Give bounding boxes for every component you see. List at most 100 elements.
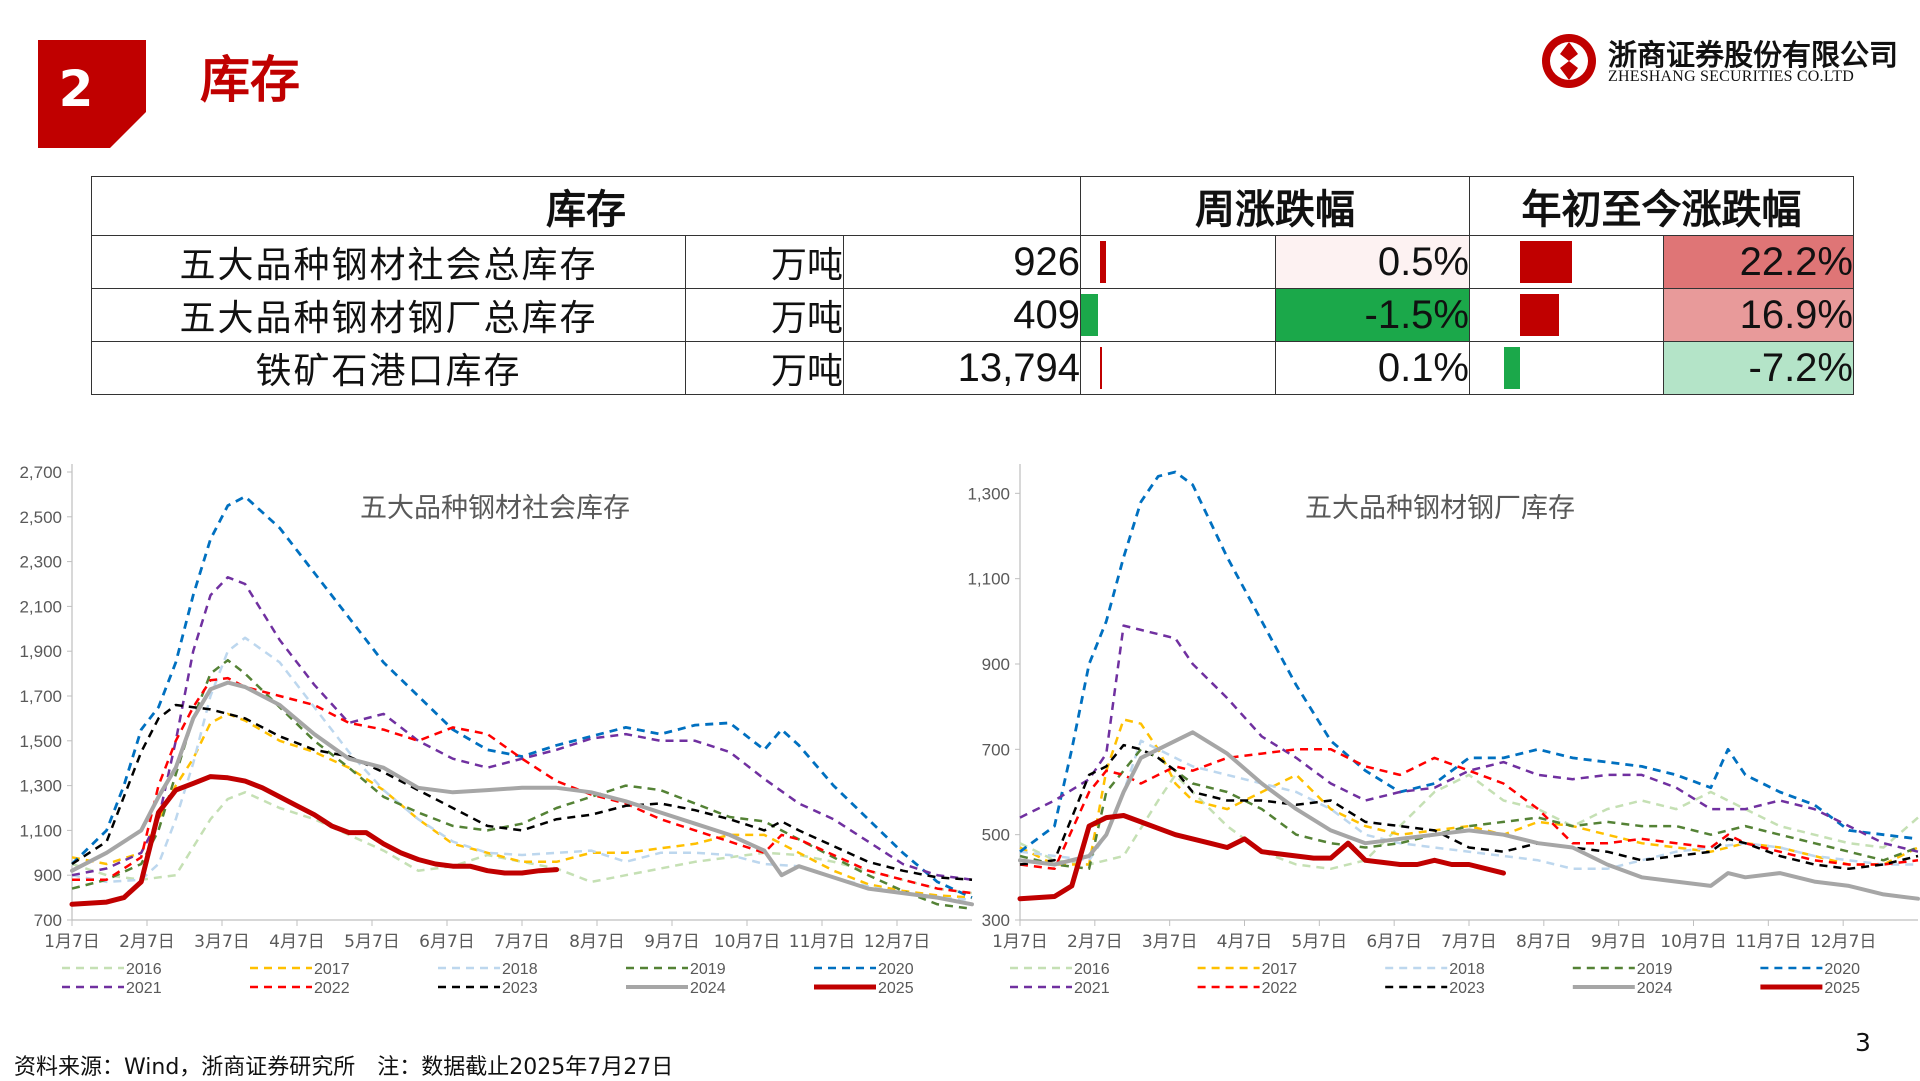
x-tick-label: 12月7日: [864, 932, 930, 952]
y-tick-label: 1,700: [19, 687, 62, 706]
chart-social-inventory-svg: 700 900 1,100 1,300 1,500 1,700 1,900 2,100 2,30…: [19, 463, 974, 997]
x-tick-label: 11月7日: [789, 932, 855, 952]
row-unit: 万吨: [685, 235, 844, 289]
table-header-row: 库存 周涨跌幅 年初至今涨跌幅: [91, 176, 1854, 236]
ytd-bar: [1503, 347, 1521, 389]
x-tick-label: 1月7日: [44, 932, 100, 952]
legend-label-2018: 2018: [1449, 961, 1485, 978]
x-tick-label: 12月7日: [1810, 932, 1876, 952]
wow-bar-cell: [1080, 341, 1276, 395]
legend-label-2021: 2021: [126, 980, 162, 997]
x-tick-label: 10月7日: [714, 932, 780, 952]
x-tick-label: 6月7日: [419, 932, 475, 952]
legend-label-2016: 2016: [1074, 961, 1110, 978]
company-name-cn: 浙商证券股份有限公司: [1608, 38, 1899, 72]
y-tick-label: 2,100: [19, 597, 62, 616]
ytd-bar-cell: [1469, 288, 1664, 342]
row-name: 五大品种钢材钢厂总库存: [91, 288, 686, 342]
legend-label-2023: 2023: [502, 980, 538, 997]
ytd-pct: 22.2%: [1663, 235, 1854, 289]
header-inventory: 库存: [91, 176, 1081, 236]
chart-title: 五大品种钢材社会库存: [360, 493, 630, 524]
legend-label-2020: 2020: [1824, 961, 1860, 978]
y-tick-label: 300: [982, 911, 1010, 930]
table-row: 五大品种钢材社会总库存 万吨 926 0.5% 22.2%: [91, 235, 1854, 289]
series-line-2018: [71, 636, 973, 902]
wow-bar-cell: [1080, 288, 1276, 342]
y-tick-label: 1,900: [19, 642, 62, 661]
x-tick-label: 4月7日: [269, 932, 325, 952]
series-line-2024: [1018, 730, 1920, 901]
x-tick-label: 5月7日: [1292, 932, 1348, 952]
zheshang-logo-icon: [1542, 34, 1596, 88]
x-tick-label: 9月7日: [1591, 932, 1647, 952]
legend-label-2021: 2021: [1074, 980, 1110, 997]
series-line-2022: [1019, 748, 1919, 871]
y-tick-label: 1,100: [19, 821, 62, 840]
series-line-2020: [1019, 470, 1919, 853]
row-value: 926: [843, 235, 1081, 289]
legend-label-2024: 2024: [1637, 980, 1673, 997]
x-tick-label: 2月7日: [1067, 932, 1123, 952]
section-number: 2: [58, 60, 94, 118]
company-name-en: ZHESHANG SECURITIES CO.LTD: [1608, 68, 1854, 85]
x-tick-label: 3月7日: [194, 932, 250, 952]
legend-label-2017: 2017: [314, 961, 350, 978]
x-tick-label: 9月7日: [644, 932, 700, 952]
series-line-2021: [1019, 624, 1919, 853]
y-tick-label: 900: [34, 866, 62, 885]
x-tick-label: 5月7日: [344, 932, 400, 952]
series-line-2023: [1019, 743, 1919, 871]
inventory-table: 库存 周涨跌幅 年初至今涨跌幅 五大品种钢材社会总库存 万吨 926 0.5% …: [91, 176, 1854, 395]
row-unit: 万吨: [685, 288, 844, 342]
y-tick-label: 2,700: [19, 463, 62, 482]
series-line-2025: [1017, 813, 1506, 902]
legend-label-2017: 2017: [1262, 961, 1298, 978]
chart-social-inventory: 700 900 1,100 1,300 1,500 1,700 1,900 2,100 2,30…: [10, 462, 980, 1002]
x-tick-label: 8月7日: [1516, 932, 1572, 952]
x-tick-label: 2月7日: [119, 932, 175, 952]
ytd-bar: [1520, 241, 1572, 283]
y-tick-label: 1,100: [967, 570, 1010, 589]
row-name: 五大品种钢材社会总库存: [91, 235, 686, 289]
company-logo: 浙商证券股份有限公司 ZHESHANG SECURITIES CO.LTD: [1540, 30, 1898, 92]
x-tick-label: 8月7日: [569, 932, 625, 952]
y-tick-label: 900: [982, 655, 1010, 674]
y-tick-label: 700: [982, 740, 1010, 759]
page-number: 3: [1855, 1028, 1871, 1057]
series-line-2019: [1019, 748, 1919, 871]
legend-label-2022: 2022: [314, 980, 350, 997]
y-tick-label: 700: [34, 911, 62, 930]
y-tick-label: 1,300: [19, 777, 62, 796]
section-badge-shape: [38, 40, 146, 148]
ytd-pct: -7.2%: [1663, 341, 1854, 395]
series-line-2023: [71, 703, 973, 881]
legend-label-2016: 2016: [126, 961, 162, 978]
legend-label-2022: 2022: [1262, 980, 1298, 997]
legend-label-2024: 2024: [690, 980, 726, 997]
section-badge: 2: [38, 40, 146, 148]
wow-bar-cell: [1080, 235, 1276, 289]
series-line-2021: [71, 576, 973, 881]
x-tick-label: 1月7日: [992, 932, 1048, 952]
table-row: 铁矿石港口库存 万吨 13,794 0.1% -7.2%: [91, 341, 1854, 395]
row-unit: 万吨: [685, 341, 844, 395]
legend-label-2018: 2018: [502, 961, 538, 978]
series-line-2016: [71, 791, 973, 895]
x-tick-label: 11月7日: [1735, 932, 1801, 952]
wow-pct: 0.1%: [1275, 341, 1470, 395]
wow-pct: 0.5%: [1275, 235, 1470, 289]
wow-bar: [1100, 347, 1102, 389]
series-line-2020: [71, 495, 973, 899]
chart-mill-inventory-svg: 300 500 700 900 1,100 1,300 1月7日 2月7日 3月7日 4月7日 5月…: [967, 464, 1920, 997]
row-name: 铁矿石港口库存: [91, 341, 686, 395]
ytd-bar: [1520, 294, 1560, 336]
chart-title: 五大品种钢材钢厂库存: [1305, 493, 1575, 524]
y-tick-label: 1,300: [967, 484, 1010, 503]
section-title: 库存: [200, 51, 300, 109]
legend-label-2025: 2025: [878, 980, 914, 997]
legend-label-2023: 2023: [1449, 980, 1485, 997]
y-tick-label: 2,500: [19, 508, 62, 527]
wow-bar: [1100, 241, 1107, 283]
ytd-bar-cell: [1469, 235, 1664, 289]
